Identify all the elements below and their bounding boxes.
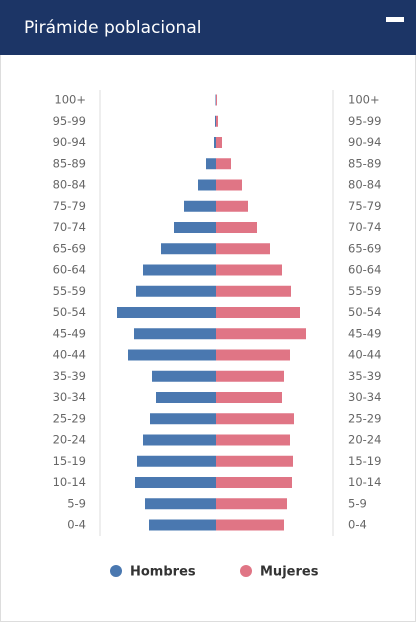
bar-right <box>216 349 290 361</box>
bar-right <box>216 285 291 297</box>
bar-left <box>117 307 216 318</box>
age-label-right: 0-4 <box>348 518 367 532</box>
age-label-right: 70-74 <box>348 220 381 234</box>
age-label-left: 0-4 <box>67 518 86 532</box>
bar-left <box>150 413 216 425</box>
bar-right <box>216 434 290 446</box>
bar-left <box>145 498 216 510</box>
age-label-left: 60-64 <box>53 263 86 277</box>
legend-marker <box>240 565 252 577</box>
age-label-right: 30-34 <box>348 390 381 404</box>
header-bar <box>0 0 416 55</box>
bar-right <box>216 413 294 425</box>
bar-right <box>216 179 242 191</box>
legend-marker <box>110 565 122 577</box>
bar-right <box>216 115 218 127</box>
bar-left <box>214 137 216 148</box>
age-label-left: 5-9 <box>67 496 86 510</box>
age-label-right: 75-79 <box>348 199 381 213</box>
age-label-right: 15-19 <box>348 454 381 468</box>
bar-right <box>216 477 292 488</box>
age-label-left: 65-69 <box>53 241 86 255</box>
age-label-left: 15-19 <box>53 454 86 468</box>
bar-left <box>149 519 216 531</box>
age-label-left: 45-49 <box>53 326 86 340</box>
bar-left <box>128 349 216 361</box>
age-label-right: 25-29 <box>348 411 381 425</box>
bar-right <box>216 94 217 106</box>
age-label-left: 85-89 <box>53 156 86 170</box>
age-label-right: 45-49 <box>348 326 381 340</box>
age-label-right: 65-69 <box>348 241 381 255</box>
legend-label: Mujeres <box>260 565 319 580</box>
legend-label: Hombres <box>130 565 196 580</box>
bar-left <box>206 158 216 170</box>
bar-right <box>216 243 270 255</box>
bar-left <box>143 434 216 446</box>
minimize-button[interactable] <box>386 17 404 22</box>
age-label-left: 55-59 <box>53 284 86 298</box>
age-label-left: 100+ <box>54 93 86 107</box>
bar-left <box>215 115 216 127</box>
bar-right <box>216 137 222 148</box>
bar-right <box>216 264 282 276</box>
bar-left <box>184 200 216 212</box>
age-label-right: 40-44 <box>348 348 381 362</box>
age-label-right: 100+ <box>348 93 380 107</box>
bar-right <box>216 392 282 403</box>
bar-left <box>198 179 216 191</box>
header-title: Pirámide poblacional <box>24 18 201 38</box>
bar-right <box>216 370 284 382</box>
bar-right <box>216 328 306 340</box>
age-label-right: 80-84 <box>348 178 381 192</box>
age-label-left: 90-94 <box>53 135 86 149</box>
age-label-right: 90-94 <box>348 135 381 149</box>
bar-left <box>143 264 216 276</box>
age-label-left: 50-54 <box>53 305 86 319</box>
age-label-right: 55-59 <box>348 284 381 298</box>
age-label-left: 25-29 <box>53 411 86 425</box>
bar-left <box>161 243 216 255</box>
age-label-left: 70-74 <box>53 220 86 234</box>
age-label-right: 85-89 <box>348 156 381 170</box>
bar-right <box>216 222 257 233</box>
age-label-left: 20-24 <box>53 433 86 447</box>
age-label-left: 30-34 <box>53 390 86 404</box>
age-label-right: 60-64 <box>348 263 381 277</box>
bar-right <box>216 455 293 467</box>
age-label-right: 20-24 <box>348 433 381 447</box>
bar-left <box>134 328 216 340</box>
age-label-right: 10-14 <box>348 475 381 489</box>
bar-left <box>174 222 216 233</box>
bar-right <box>216 307 300 318</box>
bar-left <box>152 370 216 382</box>
bar-left <box>156 392 216 403</box>
age-label-left: 40-44 <box>53 348 86 362</box>
age-label-left: 80-84 <box>53 178 86 192</box>
bar-left <box>135 477 216 488</box>
age-label-left: 75-79 <box>53 199 86 213</box>
bar-right <box>216 498 287 510</box>
bar-right <box>216 519 284 531</box>
bar-right <box>216 158 231 170</box>
age-label-right: 95-99 <box>348 114 381 128</box>
age-label-right: 5-9 <box>348 496 367 510</box>
age-label-left: 10-14 <box>53 475 86 489</box>
age-label-left: 35-39 <box>53 369 86 383</box>
bar-left <box>215 94 216 106</box>
age-label-right: 50-54 <box>348 305 381 319</box>
age-label-left: 95-99 <box>53 114 86 128</box>
bar-left <box>137 455 216 467</box>
age-label-right: 35-39 <box>348 369 381 383</box>
bar-left <box>136 285 216 297</box>
bar-right <box>216 200 248 212</box>
